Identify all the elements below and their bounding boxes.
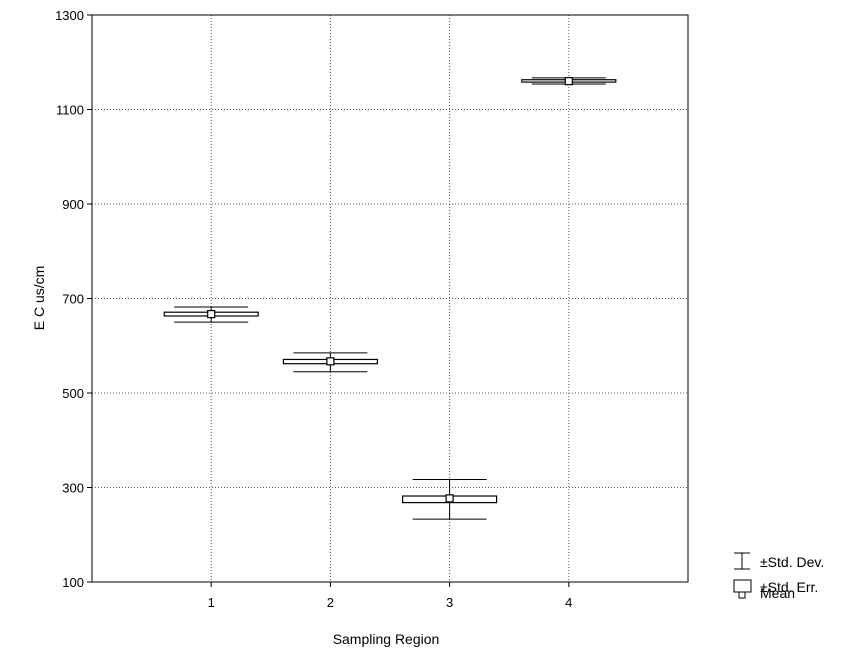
mean-marker (564, 77, 573, 86)
legend-label-mean: Mean (760, 585, 795, 601)
data-marks (163, 77, 617, 520)
y-tick-label: 1100 (56, 103, 84, 118)
grid-lines (92, 15, 688, 582)
mean-marker (445, 494, 454, 503)
category-4-group (521, 77, 617, 86)
x-tick-label: 4 (565, 595, 572, 610)
x-axis-label: Sampling Region (333, 631, 440, 647)
y-tick-label: 300 (62, 481, 84, 496)
legend-item-std-dev: ±Std. Dev. (734, 552, 824, 570)
legend-item-mean: Mean (738, 585, 795, 601)
x-axis: 1 2 3 4 (208, 582, 572, 610)
category-2-group (282, 352, 378, 373)
y-axis-label: E C us/cm (31, 266, 47, 331)
category-3-group (402, 478, 498, 520)
y-tick-label: 1300 (55, 8, 84, 23)
y-tick-label: 900 (62, 197, 84, 212)
legend: ±Std. Dev. ±Std. Err. Mean (733, 552, 824, 601)
mean-marker (207, 309, 216, 319)
legend-square-icon (738, 591, 746, 599)
y-tick-label: 100 (62, 575, 84, 590)
y-tick-label: 700 (62, 292, 84, 307)
legend-label-std-dev: ±Std. Dev. (760, 554, 824, 570)
legend-label-std-err: ±Std. Err. (760, 579, 818, 595)
category-1-group (163, 306, 259, 323)
mean-marker (326, 357, 335, 366)
y-tick-label: 500 (62, 386, 84, 401)
x-tick-label: 3 (446, 595, 453, 610)
x-tick-label: 2 (327, 595, 334, 610)
legend-box-icon (733, 579, 752, 593)
x-tick-label: 1 (208, 595, 215, 610)
y-axis: 100 300 500 700 900 1100 1300 (55, 8, 92, 590)
